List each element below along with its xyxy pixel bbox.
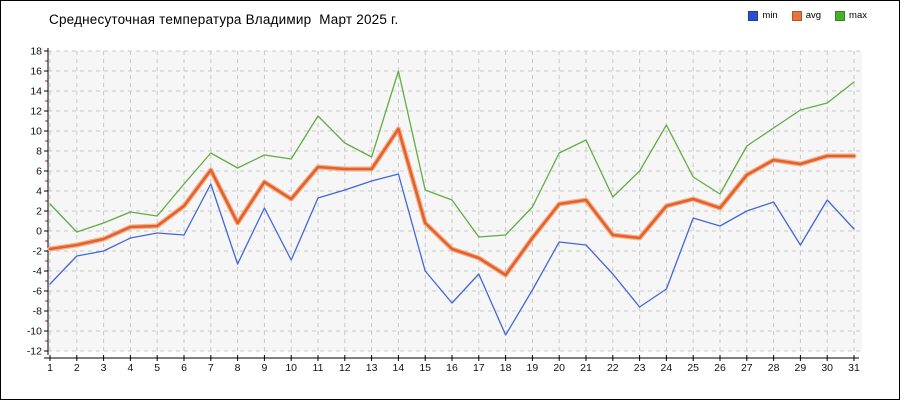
svg-text:-6: -6 (33, 286, 42, 298)
legend-label-min: min (762, 10, 778, 21)
chart-legend: min avg max (748, 10, 867, 21)
svg-text:14: 14 (30, 86, 42, 98)
svg-text:6: 6 (36, 166, 42, 178)
svg-text:16: 16 (30, 66, 42, 78)
max-series-swatch-icon (835, 10, 846, 21)
svg-text:13: 13 (366, 362, 378, 374)
svg-text:23: 23 (634, 362, 646, 374)
svg-text:8: 8 (235, 362, 241, 374)
svg-text:4: 4 (127, 362, 133, 374)
avg-series-line (48, 127, 856, 277)
svg-text:-8: -8 (33, 306, 42, 318)
svg-text:-10: -10 (27, 326, 42, 338)
svg-text:10: 10 (30, 126, 42, 138)
svg-text:29: 29 (795, 362, 807, 374)
svg-text:-4: -4 (33, 266, 42, 278)
svg-text:19: 19 (527, 362, 539, 374)
svg-text:6: 6 (181, 362, 187, 374)
svg-text:3: 3 (101, 362, 107, 374)
svg-text:2: 2 (74, 362, 80, 374)
svg-text:14: 14 (393, 362, 405, 374)
svg-text:-2: -2 (33, 246, 42, 258)
gridlines (48, 50, 862, 352)
svg-text:12: 12 (30, 106, 42, 118)
chart-title: Среднесуточная температура Владимир Март… (49, 12, 399, 27)
svg-text:5: 5 (154, 362, 160, 374)
legend-item-min: min (748, 10, 778, 21)
svg-text:18: 18 (30, 46, 42, 58)
svg-text:9: 9 (261, 362, 267, 374)
svg-text:30: 30 (821, 362, 833, 374)
legend-label-avg: avg (805, 10, 822, 21)
min-series-line (49, 173, 855, 336)
svg-text:12: 12 (339, 362, 351, 374)
svg-text:16: 16 (446, 362, 458, 374)
svg-text:7: 7 (208, 362, 214, 374)
max-series-line (49, 70, 855, 238)
svg-text:2: 2 (36, 206, 42, 218)
avg-series-swatch-icon (791, 10, 802, 21)
svg-text:25: 25 (687, 362, 699, 374)
min-series-swatch-icon (748, 10, 759, 21)
svg-text:1: 1 (47, 362, 53, 374)
x-axis-labels: 1 2 3 4 5 6 7 8 9 10 11 12 13 14 15 16 17 18 19 20 21 22 23 24 2… (47, 355, 860, 374)
legend-item-avg: avg (791, 10, 822, 21)
svg-text:10: 10 (285, 362, 297, 374)
svg-text:22: 22 (607, 362, 619, 374)
legend-label-max: max (849, 10, 867, 21)
svg-text:27: 27 (741, 362, 753, 374)
legend-item-max: max (835, 10, 867, 21)
svg-text:15: 15 (419, 362, 431, 374)
svg-text:28: 28 (768, 362, 780, 374)
svg-text:20: 20 (553, 362, 565, 374)
y-axis-labels: -12 -10 -8 -6 -4 -2 0 2 4 6 8 10 12 14 16 18 (27, 46, 48, 358)
svg-text:11: 11 (313, 362, 324, 374)
svg-text:17: 17 (473, 362, 485, 374)
svg-text:31: 31 (848, 362, 860, 374)
svg-text:4: 4 (36, 186, 42, 198)
svg-text:0: 0 (36, 226, 42, 238)
svg-text:24: 24 (661, 362, 673, 374)
svg-text:26: 26 (714, 362, 726, 374)
svg-text:18: 18 (500, 362, 512, 374)
svg-text:8: 8 (36, 146, 42, 158)
svg-text:-12: -12 (27, 346, 42, 358)
svg-text:21: 21 (580, 362, 592, 374)
